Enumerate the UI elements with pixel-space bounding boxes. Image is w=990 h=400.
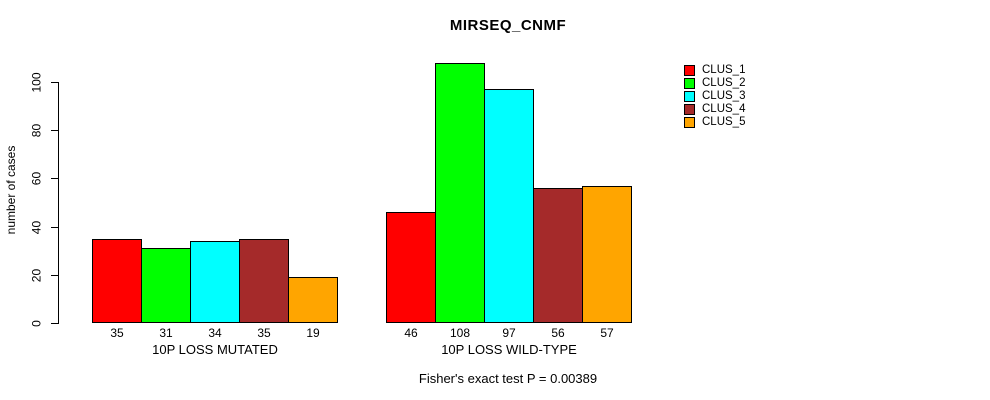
category-label-2: 10P LOSS WILD-TYPE	[441, 342, 577, 357]
legend-swatch-clus_1	[684, 64, 695, 76]
bar-clus_4-group1	[239, 239, 289, 323]
legend-item-clus_4: CLUS_4	[684, 103, 745, 115]
bar-clus_4-group2	[533, 188, 583, 323]
bar-clus_5-group2	[582, 186, 632, 323]
y-tick-label: 100	[29, 72, 44, 93]
legend-item-clus_5: CLUS_5	[684, 116, 745, 128]
y-tick-mark	[51, 323, 58, 324]
legend-swatch-clus_3	[684, 90, 695, 102]
legend-item-clus_3: CLUS_3	[684, 90, 745, 102]
legend-label: CLUS_5	[702, 116, 746, 128]
bar-value-label: 19	[306, 326, 320, 340]
bar-value-label: 57	[600, 326, 614, 340]
legend-label: CLUS_1	[702, 64, 746, 76]
bar-clus_5-group1	[288, 277, 338, 323]
y-axis-line	[58, 82, 59, 324]
y-tick-label: 20	[29, 268, 44, 283]
bar-clus_3-group1	[190, 241, 240, 323]
y-tick-label: 60	[29, 171, 44, 186]
legend-label: CLUS_2	[702, 77, 746, 89]
y-tick-mark	[51, 275, 58, 276]
bar-value-label: 108	[449, 326, 471, 340]
bar-clus_1-group2	[386, 212, 436, 323]
bar-value-label: 31	[159, 326, 173, 340]
y-tick-label: 40	[29, 220, 44, 235]
bar-value-label: 46	[404, 326, 418, 340]
y-tick-mark	[51, 178, 58, 179]
bar-value-label: 35	[110, 326, 124, 340]
legend-item-clus_1: CLUS_1	[684, 64, 745, 76]
legend-label: CLUS_3	[702, 90, 746, 102]
bar-value-label: 56	[551, 326, 565, 340]
y-tick-mark	[51, 227, 58, 228]
fisher-test-annotation: Fisher's exact test P = 0.00389	[418, 371, 598, 386]
legend-swatch-clus_4	[684, 103, 695, 115]
legend-item-clus_2: CLUS_2	[684, 77, 745, 89]
y-tick-mark	[51, 130, 58, 131]
y-axis-label: number of cases	[4, 145, 18, 235]
y-tick-mark	[51, 82, 58, 83]
legend-label: CLUS_4	[702, 103, 746, 115]
y-tick-label: 0	[29, 320, 44, 327]
bar-clus_3-group2	[484, 89, 534, 323]
bar-value-label: 97	[502, 326, 516, 340]
bar-value-label: 34	[208, 326, 222, 340]
bar-value-label: 35	[257, 326, 271, 340]
bar-clus_2-group1	[141, 248, 191, 323]
y-tick-label: 80	[29, 123, 44, 138]
chart-title: MIRSEQ_CNMF	[449, 17, 567, 34]
category-label-1: 10P LOSS MUTATED	[152, 342, 278, 357]
bar-clus_1-group1	[92, 239, 142, 323]
bar-clus_2-group2	[435, 63, 485, 323]
legend-swatch-clus_5	[684, 116, 695, 128]
legend-swatch-clus_2	[684, 77, 695, 89]
